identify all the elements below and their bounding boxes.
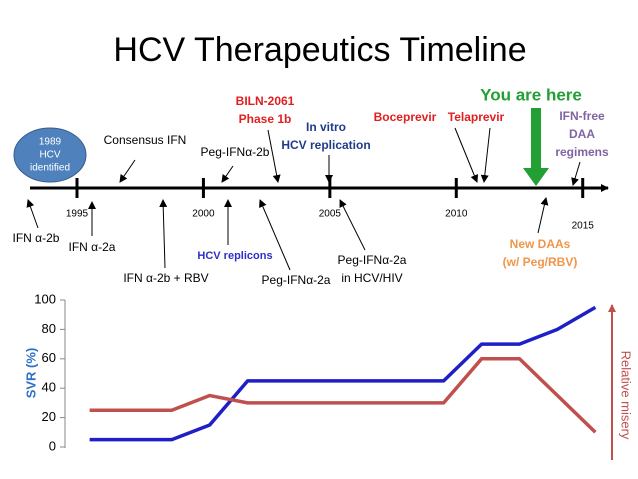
arrow [159, 199, 168, 269]
event-label: regimens [555, 145, 609, 159]
year-label: 1995 [66, 209, 89, 220]
you-are-here-arrow [523, 108, 549, 186]
arrow [537, 197, 549, 234]
event-label: IFN α-2b + RBV [123, 271, 208, 285]
event-label: HCV replicons [197, 250, 272, 262]
arrow [26, 199, 39, 229]
series-line [89, 357, 597, 434]
event-label: New DAAs [510, 237, 571, 251]
event-label: BILN-2061 [236, 94, 295, 108]
event-label: DAA [569, 127, 595, 141]
event-label: (w/ Peg/RBV) [503, 255, 578, 269]
event-label: In vitro [306, 120, 346, 134]
year-label: 2005 [319, 209, 342, 220]
event-label: IFN-free [559, 109, 605, 123]
year-label: 2010 [445, 209, 468, 220]
event-label: You are here [480, 85, 582, 104]
y-tick-label: 0 [49, 438, 56, 453]
y-tick-label: 60 [42, 350, 56, 365]
y2-axis-label: Relative misery [619, 351, 634, 440]
title: HCV Therapeutics Timeline [113, 31, 526, 69]
arrow [221, 165, 234, 183]
event-label: Phase 1b [239, 112, 292, 126]
y-tick-label: 20 [42, 409, 56, 424]
event-label: HCV [39, 150, 60, 161]
event-label: identified [30, 163, 70, 174]
arrow [259, 199, 291, 271]
y-tick-label: 80 [42, 321, 56, 336]
year-label: 2000 [192, 209, 215, 220]
event-bubble [13, 127, 87, 183]
event-label: Consensus IFN [104, 133, 187, 147]
event-label: 1989 [39, 137, 62, 148]
arrow [267, 129, 281, 183]
event-label: Peg-IFNα-2a [262, 273, 331, 287]
arrow [454, 127, 479, 183]
event-label: Peg-IFNα-2a [338, 253, 407, 267]
arrow [119, 159, 136, 183]
year-label: 2015 [572, 221, 595, 232]
series-line [89, 305, 597, 442]
arrow [571, 161, 581, 186]
event-label: in HCV/HIV [341, 271, 402, 285]
event-label: Peg-IFNα-2b [201, 145, 270, 159]
event-label: IFN α-2b [13, 231, 60, 245]
event-label: IFN α-2a [69, 240, 116, 254]
event-label: HCV replication [281, 138, 370, 152]
y-tick-label: 40 [42, 380, 56, 395]
arrow [339, 199, 366, 251]
event-label: Boceprevir [374, 110, 437, 124]
y-axis-label: SVR (%) [23, 348, 38, 399]
arrow [480, 127, 491, 183]
event-label: Telaprevir [448, 110, 505, 124]
y-tick-label: 100 [34, 291, 56, 306]
